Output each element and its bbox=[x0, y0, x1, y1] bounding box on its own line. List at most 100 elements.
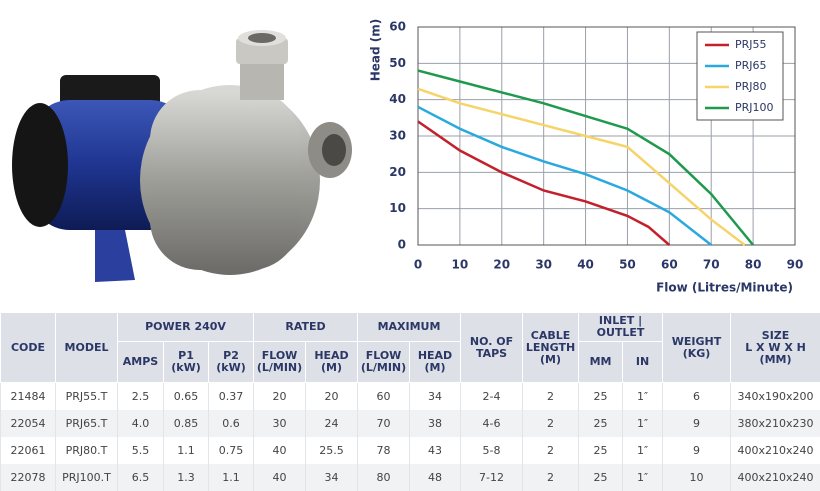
subheader-cell: FLOW (L/MIN) bbox=[358, 342, 410, 383]
y-tick-label: 0 bbox=[398, 238, 406, 252]
series-line bbox=[418, 107, 711, 245]
table-cell: 20 bbox=[306, 383, 358, 411]
table-cell: PRJ100.T bbox=[56, 464, 118, 491]
table-cell: 38 bbox=[410, 410, 461, 437]
table-cell: 60 bbox=[358, 383, 410, 411]
y-tick-label: 30 bbox=[389, 129, 406, 143]
table-cell: 22078 bbox=[1, 464, 56, 491]
legend-label: PRJ80 bbox=[735, 80, 767, 93]
legend-label: PRJ100 bbox=[735, 101, 774, 114]
header-cell: MODEL bbox=[56, 313, 118, 383]
header-cell: MAXIMUM bbox=[358, 313, 461, 342]
table-cell: 30 bbox=[254, 410, 306, 437]
table-cell: 22054 bbox=[1, 410, 56, 437]
table-cell: PRJ80.T bbox=[56, 437, 118, 464]
x-tick-label: 90 bbox=[787, 258, 804, 272]
table-cell: 400x210x240 bbox=[731, 464, 820, 491]
table-cell: 6 bbox=[663, 383, 731, 411]
header-cell: POWER 240V bbox=[118, 313, 254, 342]
table-cell: 4-6 bbox=[461, 410, 523, 437]
table-cell: 80 bbox=[358, 464, 410, 491]
x-tick-label: 50 bbox=[619, 258, 636, 272]
table-cell: PRJ55.T bbox=[56, 383, 118, 411]
table-cell: 20 bbox=[254, 383, 306, 411]
table-cell: PRJ65.T bbox=[56, 410, 118, 437]
y-tick-label: 10 bbox=[389, 201, 406, 215]
table-cell: 2 bbox=[523, 410, 579, 437]
x-tick-label: 70 bbox=[703, 258, 720, 272]
chart: Head (m) Flow (Litres/Minute) 0102030405… bbox=[360, 0, 820, 300]
table-cell: 1″ bbox=[623, 410, 663, 437]
table-cell: 9 bbox=[663, 437, 731, 464]
subheader-cell: FLOW (L/MIN) bbox=[254, 342, 306, 383]
table-cell: 1″ bbox=[623, 383, 663, 411]
table-cell: 25 bbox=[579, 410, 623, 437]
table-cell: 1″ bbox=[623, 437, 663, 464]
table-cell: 10 bbox=[663, 464, 731, 491]
table-cell: 1.3 bbox=[164, 464, 209, 491]
table-cell: 70 bbox=[358, 410, 410, 437]
table-cell: 25 bbox=[579, 383, 623, 411]
table-cell: 400x210x240 bbox=[731, 437, 820, 464]
pump-image bbox=[0, 20, 355, 300]
table-cell: 34 bbox=[306, 464, 358, 491]
subheader-cell: HEAD (M) bbox=[410, 342, 461, 383]
header-cell: SIZE L X W X H (MM) bbox=[731, 313, 820, 383]
subheader-cell: P1 (kW) bbox=[164, 342, 209, 383]
table-cell: 380x210x230 bbox=[731, 410, 820, 437]
legend-label: PRJ65 bbox=[735, 59, 767, 72]
header-cell: WEIGHT (KG) bbox=[663, 313, 731, 383]
table-cell: 1.1 bbox=[209, 464, 254, 491]
table-cell: 34 bbox=[410, 383, 461, 411]
subheader-cell: AMPS bbox=[118, 342, 164, 383]
table-cell: 25.5 bbox=[306, 437, 358, 464]
table-cell: 0.65 bbox=[164, 383, 209, 411]
x-tick-label: 30 bbox=[535, 258, 552, 272]
x-tick-label: 60 bbox=[661, 258, 678, 272]
table-cell: 4.0 bbox=[118, 410, 164, 437]
table-cell: 40 bbox=[254, 437, 306, 464]
y-tick-label: 20 bbox=[389, 165, 406, 179]
x-tick-label: 20 bbox=[493, 258, 510, 272]
table-cell: 1″ bbox=[623, 464, 663, 491]
y-tick-label: 50 bbox=[389, 56, 406, 70]
x-tick-label: 40 bbox=[577, 258, 594, 272]
table-cell: 5-8 bbox=[461, 437, 523, 464]
subheader-cell: P2 (kW) bbox=[209, 342, 254, 383]
y-tick-label: 40 bbox=[389, 92, 406, 106]
x-tick-label: 80 bbox=[745, 258, 762, 272]
header-cell: CODE bbox=[1, 313, 56, 383]
header-cell: NO. OF TAPS bbox=[461, 313, 523, 383]
table-cell: 78 bbox=[358, 437, 410, 464]
table-cell: 2 bbox=[523, 437, 579, 464]
table-cell: 25 bbox=[579, 437, 623, 464]
header-cell: INLET | OUTLET bbox=[579, 313, 663, 342]
subheader-cell: HEAD (M) bbox=[306, 342, 358, 383]
table-cell: 1.1 bbox=[164, 437, 209, 464]
y-tick-label: 60 bbox=[389, 20, 406, 34]
x-tick-label: 0 bbox=[414, 258, 422, 272]
header-cell: CABLE LENGTH (M) bbox=[523, 313, 579, 383]
table-cell: 2-4 bbox=[461, 383, 523, 411]
series-line bbox=[418, 89, 745, 245]
table-cell: 48 bbox=[410, 464, 461, 491]
table-cell: 340x190x200 bbox=[731, 383, 820, 411]
table-cell: 0.75 bbox=[209, 437, 254, 464]
table-cell: 25 bbox=[579, 464, 623, 491]
table-cell: 2 bbox=[523, 464, 579, 491]
table-cell: 22061 bbox=[1, 437, 56, 464]
table-cell: 6.5 bbox=[118, 464, 164, 491]
table-cell: 7-12 bbox=[461, 464, 523, 491]
table-cell: 5.5 bbox=[118, 437, 164, 464]
header-cell: RATED bbox=[254, 313, 358, 342]
table-cell: 2 bbox=[523, 383, 579, 411]
subheader-cell: IN bbox=[623, 342, 663, 383]
table-cell: 21484 bbox=[1, 383, 56, 411]
table-cell: 43 bbox=[410, 437, 461, 464]
subheader-cell: MM bbox=[579, 342, 623, 383]
